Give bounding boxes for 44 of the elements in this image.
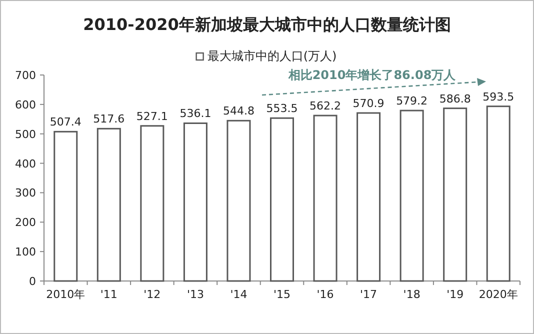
bar	[183, 122, 208, 282]
x-tick-label: '17	[360, 288, 378, 301]
x-tick-label: '15	[273, 288, 291, 301]
y-tick-label: 100	[15, 246, 36, 259]
y-tick-label: 500	[15, 128, 36, 141]
data-label: 544.8	[222, 104, 254, 118]
bar	[140, 125, 164, 282]
x-tick-label: '19	[446, 288, 464, 301]
legend-label: 最大城市中的人口(万人)	[207, 49, 337, 63]
data-label: 536.1	[180, 107, 212, 120]
x-tick-label: '11	[100, 288, 118, 301]
bar	[356, 112, 381, 282]
data-label: 586.8	[439, 92, 471, 106]
data-label: 593.5	[482, 90, 514, 104]
x-tick-label: '16	[316, 288, 334, 301]
x-tick-label: '12	[144, 288, 161, 301]
data-label: 570.9	[352, 96, 384, 110]
annotation: 相比2010年增长了86.08万人	[287, 68, 457, 82]
y-tick-label: 700	[15, 69, 36, 82]
x-tick-label: 2010年	[46, 288, 86, 301]
y-tick-label: 200	[15, 216, 36, 230]
y-tick-label: 600	[15, 98, 36, 112]
bar	[313, 114, 338, 282]
data-label: 507.4	[50, 116, 82, 129]
y-tick-label: 0	[29, 275, 36, 288]
y-tick-label: 400	[15, 157, 36, 170]
data-label: 527.1	[136, 110, 168, 123]
bar	[226, 120, 251, 282]
x-tick-label: '14	[230, 288, 248, 301]
data-label: 517.6	[93, 112, 125, 126]
bar	[96, 128, 121, 282]
bar	[400, 110, 424, 282]
bar	[54, 130, 78, 282]
chart-title: 2010-2020年新加坡最大城市中的人口数量统计图	[83, 15, 451, 34]
data-label: 579.2	[396, 94, 428, 108]
x-tick-label: 2020年	[478, 288, 518, 301]
x-tick-label: '13	[186, 288, 204, 301]
bar	[270, 117, 294, 282]
y-tick-label: 300	[15, 186, 36, 200]
bar	[443, 108, 468, 282]
data-label: 553.5	[266, 102, 298, 116]
x-tick-label: '18	[403, 288, 420, 301]
data-label: 562.2	[310, 100, 342, 113]
bar	[486, 106, 510, 282]
